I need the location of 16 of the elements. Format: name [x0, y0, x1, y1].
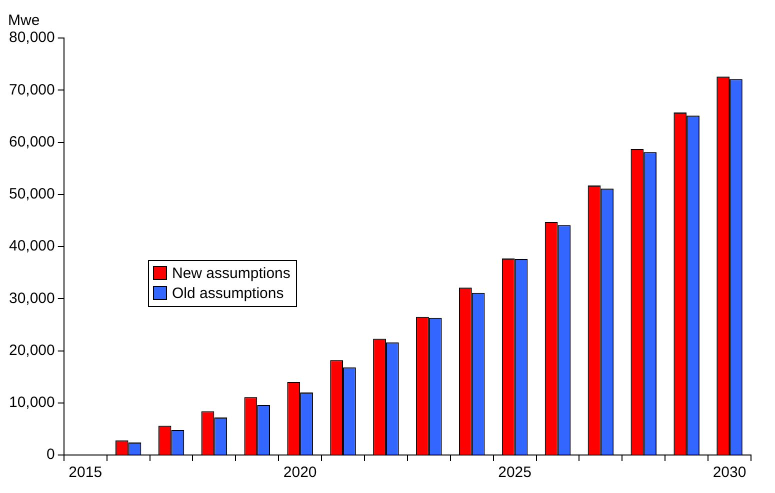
- y-tick-label: 50,000: [8, 186, 55, 203]
- x-tick-label: 2020: [283, 464, 317, 482]
- legend-label: Old assumptions: [172, 284, 284, 302]
- y-tick-label: 80,000: [8, 29, 55, 46]
- x-tick-label: 2015: [68, 464, 102, 482]
- y-axis-title: Mwe: [8, 12, 40, 29]
- x-tick-label: 2030: [712, 464, 746, 482]
- y-tick-label: 40,000: [8, 238, 55, 255]
- y-tick-label: 10,000: [8, 394, 55, 412]
- y-tick-label: 60,000: [8, 133, 55, 150]
- y-tick-label: 30,000: [8, 290, 55, 307]
- y-tick-label: 70,000: [8, 81, 55, 98]
- y-tick-label: 20,000: [8, 342, 55, 359]
- x-tick-label: 2025: [498, 464, 532, 482]
- y-tick-label: 0: [46, 446, 55, 464]
- legend-label: New assumptions: [172, 264, 290, 282]
